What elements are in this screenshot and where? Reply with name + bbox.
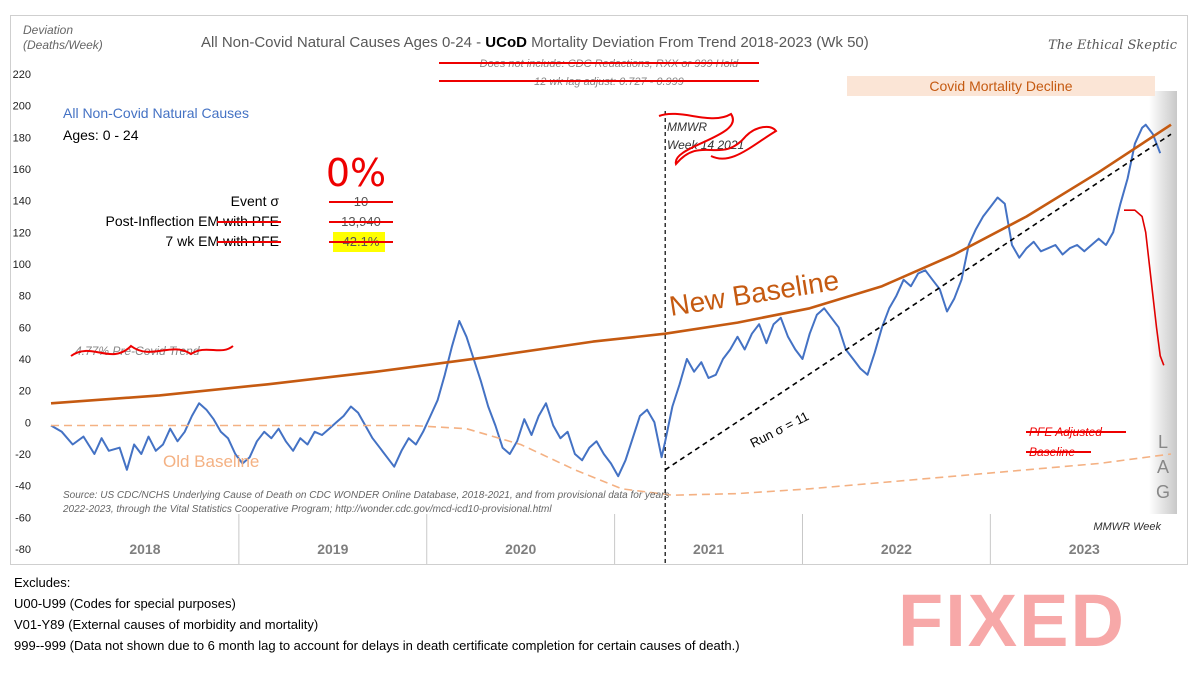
chart-frame: Covid Mortality Decline -80 -60 -40 -20 0 20 40… [10,15,1188,565]
new-baseline-label: New Baseline [667,265,841,322]
lag-letter: L [1158,432,1168,452]
run-sigma-label: Run σ = 11 [748,408,812,450]
footnote-line-2: U00-U99 (Codes for special purposes) [14,596,236,611]
y-tick-label: 100 [13,259,31,271]
old-baseline-label: Old Baseline [163,452,259,471]
y-axis-label-line2: (Deaths/Week) [23,38,103,52]
y-axis-label-line1: Deviation [23,23,73,37]
footnote-line-1: Excludes: [14,575,71,590]
covid-decline-band [847,76,1155,96]
y-tick-label: -80 [15,544,31,556]
brand-label: The Ethical Skeptic [1048,38,1178,53]
chart-title: All Non-Covid Natural Causes Ages 0-24 -… [201,34,869,51]
year-label: 2019 [317,541,348,557]
y-tick-label: -60 [15,512,31,524]
mmwr-note-line1: MMWR [667,120,707,134]
footnote-line-4: 999--999 (Data not shown due to 6 month … [14,638,740,653]
footnote-line-3: V01-Y89 (External causes of morbidity an… [14,617,319,632]
ages-label: Ages: 0 - 24 [63,127,139,143]
y-tick-label: 220 [13,69,31,81]
source-line-1: Source: US CDC/NCHS Underlying Cause of … [63,490,669,501]
series-line-pfe-adjusted-projection [1124,209,1165,366]
big-zero-label: 0% [326,151,386,195]
fixed-stamp: FIXED [898,579,1126,662]
series-line-run-trend [664,133,1172,471]
year-label: 2022 [881,541,912,557]
x-axis-label: MMWR Week [1093,521,1161,533]
covid-decline-label: Covid Mortality Decline [929,78,1072,94]
year-label: 2020 [505,541,536,557]
y-tick-label: 180 [13,132,31,144]
series-line-new-baseline [50,123,1172,405]
stat-label: Event σ [231,193,280,209]
y-tick-label: 160 [13,164,31,176]
lag-letter: G [1156,482,1170,502]
y-tick-label: 20 [19,386,31,398]
trend-scribble [70,344,234,357]
series-line-old-baseline [51,424,1172,496]
mmwr-scribble [658,112,778,167]
y-tick-label: 120 [13,227,31,239]
lag-letter: A [1157,457,1169,477]
source-line-2: 2022-2023, through the Vital Statistics … [62,504,552,515]
deviation-chart: Covid Mortality Decline -80 -60 -40 -20 0 20 40… [13,23,1178,564]
y-tick-label: -40 [15,481,31,493]
y-tick-label: 200 [13,101,31,113]
y-tick-label: -20 [15,449,31,461]
y-tick-label: 40 [19,354,31,366]
series-line-all-non-covid-natural-causes-deviation [50,123,1162,478]
series-label: All Non-Covid Natural Causes [63,105,249,121]
year-label: 2023 [1069,541,1100,557]
y-tick-label: 0 [25,417,31,429]
y-tick-label: 80 [19,291,31,303]
y-tick-label: 140 [13,196,31,208]
y-tick-label: 60 [19,322,31,334]
year-label: 2018 [129,541,160,557]
year-label: 2021 [693,541,724,557]
